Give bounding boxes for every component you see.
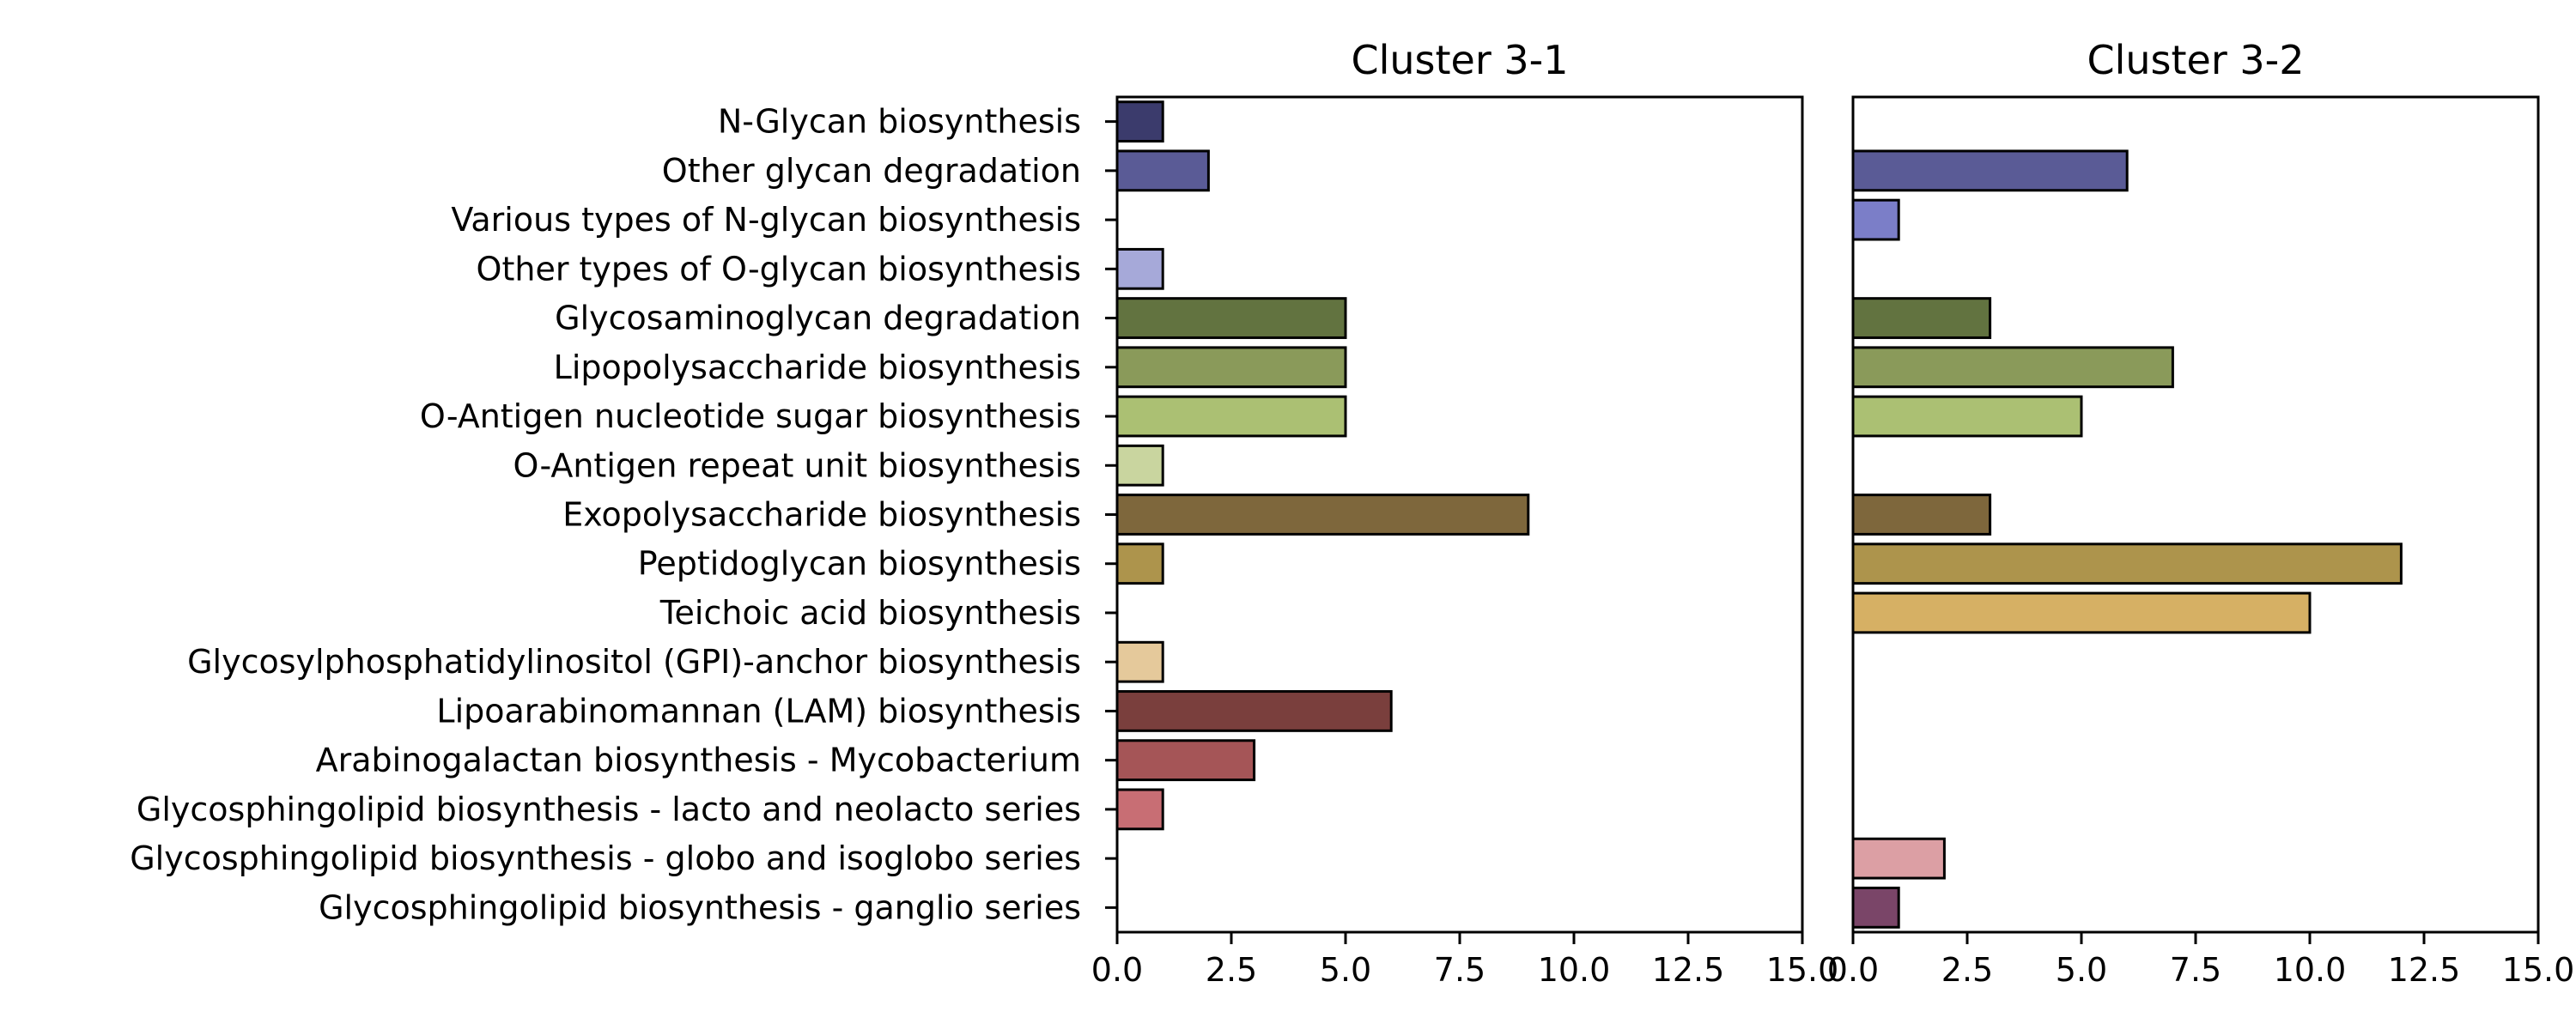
category-label: Various types of N-glycan biosynthesis	[451, 201, 1081, 239]
x-tick-label: 15.0	[1766, 951, 1839, 989]
bar-1-2	[1851, 198, 1900, 241]
category-label: Glycosylphosphatidylinositol (GPI)-ancho…	[187, 643, 1081, 681]
category-label: Glycosphingolipid biosynthesis - lacto a…	[137, 791, 1081, 828]
bar-0-4	[1115, 297, 1347, 339]
x-tick-label: 5.0	[1320, 951, 1371, 989]
category-label: Lipoarabinomannan (LAM) biosynthesis	[436, 692, 1081, 730]
category-label: Exopolysaccharide biosynthesis	[562, 496, 1081, 534]
category-label: Glycosphingolipid biosynthesis - ganglio…	[319, 888, 1081, 926]
category-label: Other types of O-glycan biosynthesis	[477, 250, 1081, 288]
bar-0-12	[1115, 690, 1393, 732]
x-tick-label: 10.0	[2274, 951, 2347, 989]
bar-0-7	[1115, 444, 1164, 487]
panel-cluster-3-2: Cluster 3-2 0.0 2.5 5.0 7.5 10.0 12.5 15.0	[1827, 37, 2575, 989]
bar-1-6	[1851, 395, 2083, 438]
bar-1-1	[1851, 149, 2129, 192]
x-tick-label: 2.5	[1206, 951, 1257, 989]
bar-1-9	[1851, 542, 2403, 585]
panel-cluster-3-1: Cluster 3-1 0.0 2.5 5.0 7.5 10.0 12.5 15.0	[1091, 37, 1839, 989]
bar-1-5	[1851, 346, 2174, 389]
x-tick-label: 10.0	[1538, 951, 1611, 989]
category-label: Glycosphingolipid biosynthesis - globo a…	[130, 839, 1081, 877]
category-label: Peptidoglycan biosynthesis	[638, 545, 1081, 583]
bar-1-16	[1851, 886, 1900, 929]
bar-0-14	[1115, 788, 1164, 831]
bar-0-8	[1115, 494, 1530, 536]
bar-0-13	[1115, 739, 1256, 782]
bar-0-11	[1115, 640, 1164, 683]
category-label: Arabinogalactan biosynthesis - Mycobacte…	[316, 742, 1081, 779]
x-tick-label: 15.0	[2502, 951, 2575, 989]
category-label: Glycosaminoglycan degradation	[555, 300, 1081, 337]
bar-0-0	[1115, 100, 1164, 143]
x-tick-label: 7.5	[2170, 951, 2221, 989]
bar-1-8	[1851, 494, 1992, 536]
x-tick-label: 5.0	[2056, 951, 2107, 989]
x-tick-label: 0.0	[1827, 951, 1879, 989]
x-tick-label: 2.5	[1941, 951, 1993, 989]
bar-0-6	[1115, 395, 1347, 438]
category-label: Other glycan degradation	[662, 152, 1081, 190]
panel-title: Cluster 3-1	[1351, 37, 1568, 83]
category-label: Teichoic acid biosynthesis	[659, 594, 1081, 632]
bar-0-5	[1115, 346, 1347, 389]
bar-1-4	[1851, 297, 1992, 339]
x-tick-label: 12.5	[1652, 951, 1725, 989]
bar-0-3	[1115, 247, 1164, 290]
bar-1-10	[1851, 591, 2312, 634]
category-labels: N-Glycan biosynthesis Other glycan degrad…	[130, 103, 1117, 926]
x-tick-label: 12.5	[2388, 951, 2461, 989]
category-label: N-Glycan biosynthesis	[718, 103, 1081, 141]
category-label: O-Antigen nucleotide sugar biosynthesis	[420, 397, 1081, 435]
category-label: O-Antigen repeat unit biosynthesis	[513, 446, 1082, 484]
x-tick-label: 0.0	[1091, 951, 1143, 989]
panel-title: Cluster 3-2	[2087, 37, 2304, 83]
bar-1-15	[1851, 837, 1946, 880]
x-tick-label: 7.5	[1434, 951, 1485, 989]
bar-0-1	[1115, 149, 1210, 192]
category-label: Lipopolysaccharide biosynthesis	[554, 348, 1081, 386]
bar-0-9	[1115, 542, 1164, 585]
